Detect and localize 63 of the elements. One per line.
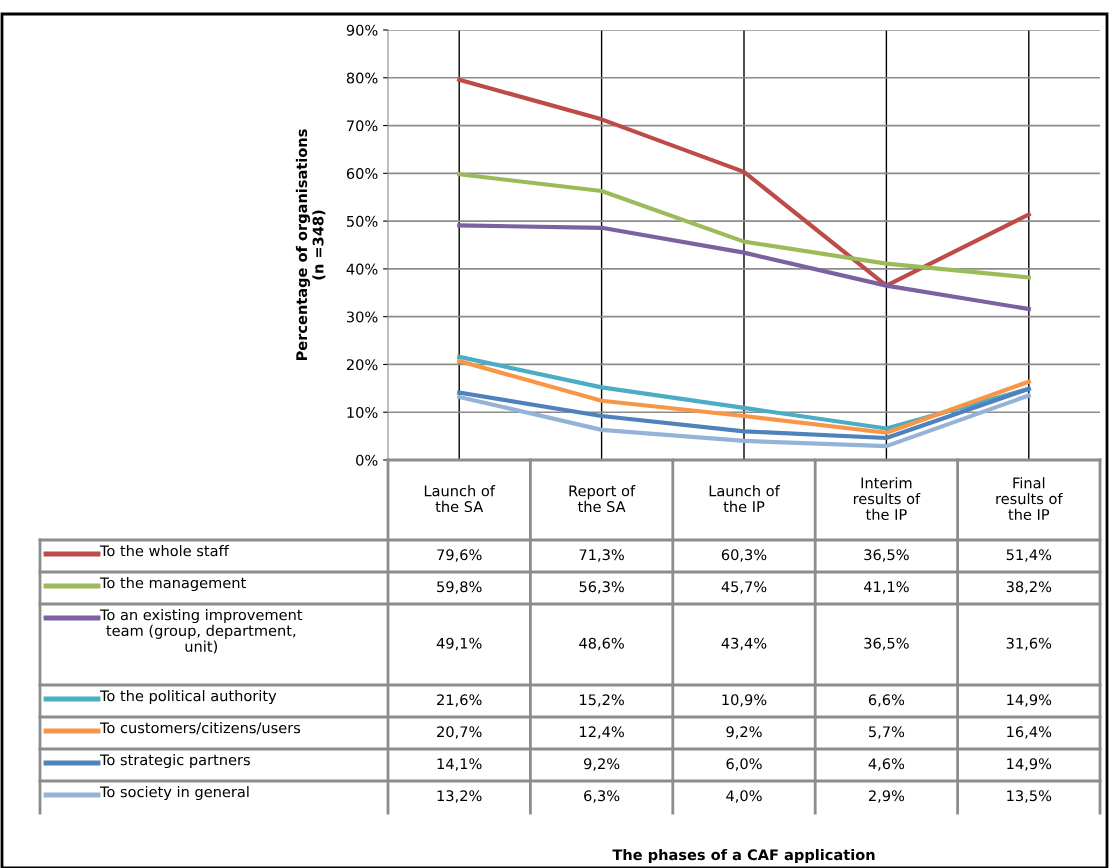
data-label: 38,2% — [1006, 581, 1052, 594]
data-label: 56,3% — [579, 581, 624, 594]
data-label: 6,0% — [726, 758, 762, 771]
data-label: 13,5% — [1007, 790, 1052, 803]
data-label: 12,4% — [580, 726, 624, 739]
line-series — [457, 172, 1031, 280]
data-label: 4,6% — [868, 758, 905, 771]
legend-label: To an existing improvement team (group, department, unit) — [99, 609, 303, 654]
y-tick-label: 60% — [346, 168, 378, 180]
legend-label: To customers/citizens/users — [99, 722, 301, 735]
data-label: 9,2% — [726, 726, 762, 739]
y-tick-label: 90% — [346, 24, 378, 36]
data-label: 5,7% — [869, 726, 905, 739]
data-label: 9,2% — [583, 758, 620, 771]
legend-label: To society in general — [99, 786, 249, 801]
y-tick-label: 50% — [346, 215, 378, 227]
line-series — [457, 386, 1031, 441]
y-tick-label: 0% — [356, 454, 378, 466]
data-label: 14,9% — [1007, 758, 1052, 771]
y-tick-label: 10% — [347, 406, 378, 418]
y-tick-label: 20% — [346, 359, 378, 371]
legend-label: To strategic partners — [99, 754, 250, 769]
data-label: 45,7% — [721, 581, 767, 594]
x-tick-label: Interim results of the IP — [853, 477, 921, 521]
data-label: 2,9% — [868, 790, 905, 803]
data-label: 14,9% — [1007, 694, 1052, 707]
data-label: 16,4% — [1007, 726, 1052, 739]
y-axis-title: Percentage of organisations (n =348) — [295, 129, 326, 361]
line-series — [457, 223, 1031, 312]
line-series — [457, 393, 1031, 449]
data-label: 43,4% — [721, 637, 767, 651]
x-tick-label: Report of the SA — [569, 485, 636, 513]
y-tick-label: 70% — [347, 120, 378, 132]
data-label: 60,3% — [721, 549, 767, 562]
data-label: 15,2% — [580, 694, 624, 707]
data-label: 13,2% — [437, 790, 482, 803]
data-label: 6,6% — [868, 694, 905, 707]
data-label: 31,6% — [1006, 637, 1052, 651]
data-label: 36,5% — [864, 549, 909, 562]
legend-label: To the whole staff — [99, 545, 230, 557]
x-tick-label: Final results of the IP — [996, 477, 1063, 521]
data-label: 10,9% — [722, 694, 767, 707]
data-label: 4,0% — [726, 790, 762, 803]
data-label: 59,8% — [437, 581, 482, 594]
y-tick-label: 40% — [346, 263, 378, 275]
data-label: 14,1% — [437, 758, 482, 771]
x-tick-label: Launch of the IP — [709, 485, 781, 513]
data-label: 6,3% — [584, 790, 620, 803]
data-label: 41,1% — [863, 581, 909, 594]
y-tick-label: 30% — [346, 311, 378, 323]
data-label: 49,1% — [436, 637, 482, 651]
data-label: 48,6% — [579, 637, 624, 651]
data-label: 51,4% — [1006, 549, 1052, 562]
data-label: 71,3% — [579, 549, 624, 562]
legend-label: To the management — [99, 577, 246, 592]
data-label: 20,7% — [437, 726, 482, 739]
data-label: 21,6% — [437, 694, 482, 707]
y-tick-label: 80% — [346, 72, 378, 84]
text: The phases of a CAF application — [612, 848, 875, 864]
legend-label: To the political authority — [99, 690, 277, 705]
x-tick-label: Launch of the SA — [424, 485, 496, 513]
data-label: 36,5% — [864, 637, 909, 651]
data-label: 79,6% — [437, 549, 482, 562]
